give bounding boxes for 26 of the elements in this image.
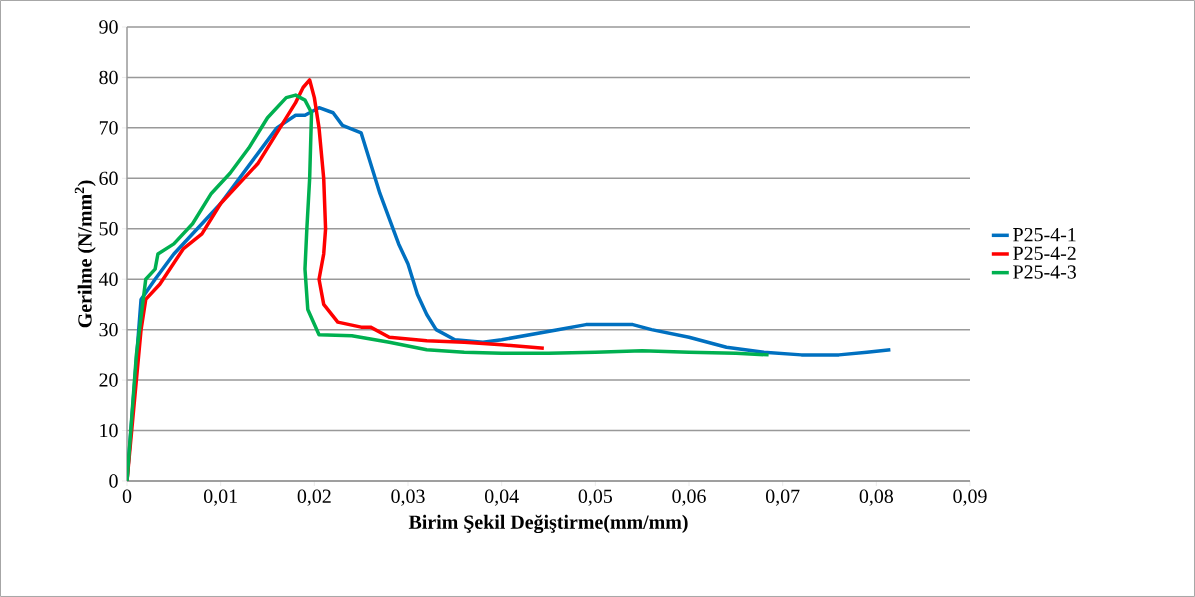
y-axis-title: Gerilme (N/mm$^{2}$) (74, 180, 96, 328)
legend-label: P25-4-1 (1013, 227, 1076, 242)
y-tick-label: 50 (99, 222, 118, 236)
y-tick-label: 20 (99, 373, 118, 387)
y-tick-label: 70 (99, 121, 118, 135)
y-tick-label: 30 (99, 322, 118, 337)
y-tick-label: 0 (109, 474, 118, 488)
x-tick-label: 0,03 (391, 489, 425, 506)
legend-label: P25-4-2 (1013, 246, 1076, 261)
y-tick-label: 90 (99, 20, 118, 34)
y-tick-label: 80 (99, 70, 118, 85)
y-tick-label: 10 (100, 423, 118, 438)
x-tick-label: 0,05 (578, 489, 612, 506)
x-tick-label: 0,04 (485, 489, 519, 506)
x-tick-label: 0,06 (672, 489, 706, 506)
x-tick-label: 0,07 (766, 489, 800, 506)
y-tick-label: 60 (99, 171, 118, 186)
y-tick-label: 40 (98, 272, 118, 286)
x-tick-label: 0,08 (859, 489, 894, 506)
x-tick-label: 0,09 (953, 489, 987, 506)
legend-label: P25-4-3 (1013, 265, 1076, 279)
line-series (127, 93, 771, 481)
x-tick-label: 0,02 (297, 489, 331, 506)
x-tick-label: 0 (122, 489, 132, 503)
x-axis-title: Birim Şekil Değiştirme(mm/mm) (408, 514, 688, 534)
x-tick-label: 0,01 (204, 489, 237, 506)
